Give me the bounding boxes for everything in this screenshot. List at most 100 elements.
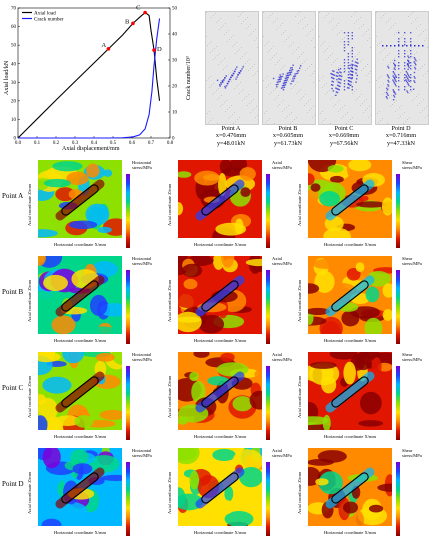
colorbar-title: Axial stress/MPa bbox=[272, 256, 292, 266]
stress-map bbox=[38, 448, 122, 526]
map-y-axis-label: Axial coordinate Z/mm bbox=[27, 279, 32, 322]
legend-label: Crack number bbox=[34, 16, 64, 22]
map-row-label: Point D bbox=[2, 480, 24, 488]
plot-frame bbox=[17, 7, 171, 139]
colorbar-title-line: stress/MPa bbox=[402, 357, 422, 362]
map-y-axis-label: Axial coordinate Z/mm bbox=[167, 183, 172, 226]
y-tick-label-left: 30 bbox=[11, 81, 17, 86]
colorbar-title-line: Horizontal bbox=[132, 256, 152, 261]
colorbar-title: Shear stress/MPa bbox=[402, 352, 422, 362]
colorbar-title: Horizontal stress/MPa bbox=[132, 448, 152, 458]
colorbar-title-line: Axial bbox=[272, 352, 282, 357]
point-label-d: D bbox=[157, 46, 162, 53]
colorbar bbox=[126, 270, 130, 344]
map-row-label: Point B bbox=[2, 288, 24, 296]
map-y-axis-label: Axial coordinate Z/mm bbox=[167, 471, 172, 514]
colorbar bbox=[266, 366, 270, 440]
legend-label: Axial load bbox=[34, 10, 56, 16]
stress-map bbox=[38, 256, 122, 334]
stress-map bbox=[308, 352, 392, 430]
map-y-axis-label: Axial coordinate Z/mm bbox=[297, 279, 302, 322]
colorbar-title: Horizontal stress/MPa bbox=[132, 256, 152, 266]
snapshot-y-text: y=61.73kN bbox=[273, 139, 303, 147]
map-x-axis-label: Horizontal coordinate X/mm bbox=[54, 434, 106, 439]
colorbar-title-line: Axial bbox=[272, 256, 282, 261]
snapshot-y-text: y=67.56kN bbox=[329, 139, 359, 147]
plot-border bbox=[17, 7, 171, 139]
map-x-axis-label: Horizontal coordinate X/mm bbox=[194, 434, 246, 439]
stress-map bbox=[38, 352, 122, 430]
colorbar-title-line: Shear bbox=[402, 160, 413, 165]
colorbar-title-line: stress/MPa bbox=[272, 261, 292, 266]
map-x-axis-label: Horizontal coordinate X/mm bbox=[324, 242, 376, 247]
colorbar-title-line: Shear bbox=[402, 448, 413, 453]
colorbar-title-line: Horizontal bbox=[132, 352, 152, 357]
snapshot-x-text: x=0.476mm bbox=[215, 132, 247, 140]
colorbar-title-line: stress/MPa bbox=[272, 453, 292, 458]
point-label-c: C bbox=[136, 5, 140, 12]
map-x-axis-label: Horizontal coordinate X/mm bbox=[54, 242, 106, 247]
y-tick-label-left: 70 bbox=[11, 7, 17, 12]
x-tick-label: 0.2 bbox=[53, 141, 60, 146]
colorbar bbox=[126, 174, 130, 248]
y-tick-label-left: 60 bbox=[11, 25, 17, 30]
map-y-axis-label: Axial coordinate Z/mm bbox=[297, 183, 302, 226]
y-tick-label-left: 0 bbox=[14, 137, 17, 142]
colorbar-title-line: stress/MPa bbox=[272, 165, 292, 170]
snapshot-x-text: x=0.605mm bbox=[272, 132, 304, 140]
x-tick-label: 0.8 bbox=[167, 141, 174, 146]
colorbar-title: Axial stress/MPa bbox=[272, 448, 292, 458]
colorbar-title: Horizontal stress/MPa bbox=[132, 352, 152, 362]
colorbar-title-line: Axial bbox=[272, 448, 282, 453]
snapshot-name: Point B bbox=[278, 125, 298, 132]
stress-map bbox=[308, 256, 392, 334]
colorbar bbox=[266, 462, 270, 536]
y-tick-label-right: 0 bbox=[172, 137, 175, 142]
point-markers: A BC D bbox=[101, 5, 162, 54]
colorbar bbox=[126, 366, 130, 440]
colorbar bbox=[396, 462, 400, 536]
colorbar-title-line: Horizontal bbox=[132, 448, 152, 453]
colorbar bbox=[266, 174, 270, 248]
crack-snapshot-image bbox=[262, 11, 316, 125]
colorbar-title-line: stress/MPa bbox=[132, 165, 152, 170]
stress-map bbox=[178, 352, 262, 430]
colorbar-title: Axial stress/MPa bbox=[272, 160, 292, 170]
crack-snapshot-image bbox=[318, 11, 372, 125]
axial-load-line bbox=[17, 11, 161, 139]
load-crack-chart: 0.0 0.1 0.2 0.3 0.4 0.5 0.6 0.7 0.80102030405060… bbox=[11, 5, 178, 146]
y-tick-label-left: 40 bbox=[11, 62, 17, 67]
colorbar bbox=[396, 366, 400, 440]
stress-map bbox=[178, 160, 262, 238]
snapshot-x-text: x=0.669mm bbox=[328, 132, 360, 140]
colorbar-title: Shear stress/MPa bbox=[402, 256, 422, 266]
snapshot-name: Point C bbox=[334, 125, 354, 132]
map-y-axis-label: Axial coordinate Z/mm bbox=[167, 375, 172, 418]
snapshot-x-text: x=0.716mm bbox=[385, 132, 417, 140]
colorbar-title: Horizontal stress/MPa bbox=[132, 160, 152, 170]
map-y-axis-label: Axial coordinate Z/mm bbox=[27, 375, 32, 418]
map-row-label: Point A bbox=[2, 192, 24, 200]
x-tick-label: 0.5 bbox=[110, 141, 117, 146]
point-label-b: B bbox=[125, 18, 130, 25]
colorbar-title-line: stress/MPa bbox=[132, 357, 152, 362]
y-tick-label-right: 10 bbox=[172, 111, 178, 116]
y-tick-label-right: 50 bbox=[172, 7, 178, 12]
colorbar-title-line: stress/MPa bbox=[132, 261, 152, 266]
y-tick-label-right: 30 bbox=[172, 59, 178, 64]
axis-ticks: 0.0 0.1 0.2 0.3 0.4 0.5 0.6 0.7 0.80102030405060… bbox=[11, 7, 178, 146]
colorbar-title-line: Shear bbox=[402, 352, 413, 357]
map-y-axis-label: Axial coordinate Z/mm bbox=[27, 183, 32, 226]
map-x-axis-label: Horizontal coordinate X/mm bbox=[194, 530, 246, 535]
colorbar-title-line: stress/MPa bbox=[272, 357, 292, 362]
map-row-label: Point C bbox=[2, 384, 24, 392]
colorbar-title-line: stress/MPa bbox=[132, 453, 152, 458]
map-x-axis-label: Horizontal coordinate X/mm bbox=[194, 338, 246, 343]
colorbar-title-line: Axial bbox=[272, 160, 282, 165]
stress-map bbox=[38, 160, 122, 238]
point-label-a: A bbox=[101, 42, 106, 49]
